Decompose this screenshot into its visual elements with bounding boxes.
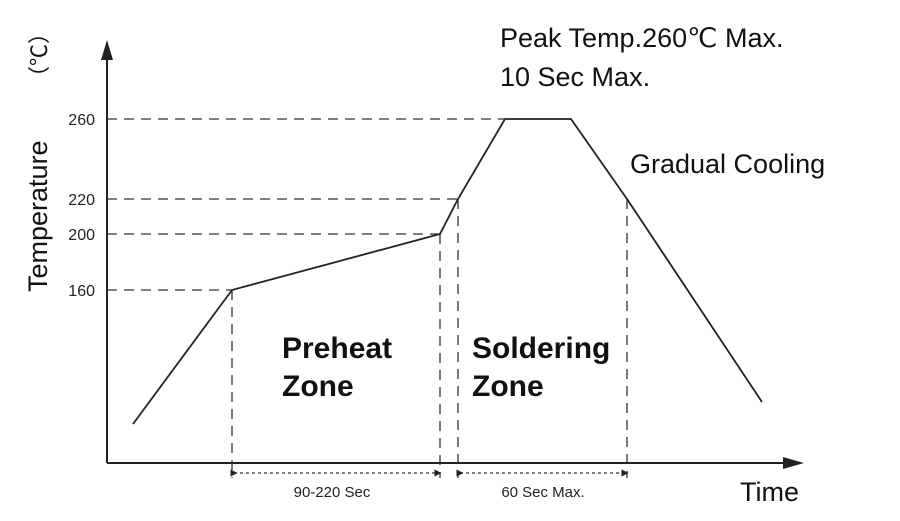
soldering-zone-label-1: Soldering xyxy=(472,332,610,365)
temperature-profile-curve xyxy=(132,118,763,425)
gradual-cooling-label: Gradual Cooling xyxy=(630,149,825,179)
preheat-time-label: 90-220 Sec xyxy=(294,484,371,501)
y-tick-160: 160 xyxy=(68,283,95,300)
peak-temp-label: Peak Temp.260℃ Max. xyxy=(500,23,783,53)
soldering-zone-label-2: Zone xyxy=(472,370,544,403)
y-tick-260: 260 xyxy=(68,112,95,129)
x-axis-arrow xyxy=(783,457,804,469)
y-tick-200: 200 xyxy=(68,227,95,244)
y-axis-arrow xyxy=(101,40,113,60)
x-axis-title: Time xyxy=(740,477,799,507)
y-axis-unit: （℃） xyxy=(27,22,52,88)
soldering-time-label: 60 Sec Max. xyxy=(501,484,584,501)
y-tick-220: 220 xyxy=(68,192,95,209)
y-axis-title: Temperature xyxy=(23,140,53,292)
peak-time-label: 10 Sec Max. xyxy=(500,62,650,92)
preheat-zone-label-1: Preheat xyxy=(282,332,392,365)
preheat-zone-label-2: Zone xyxy=(282,370,354,403)
